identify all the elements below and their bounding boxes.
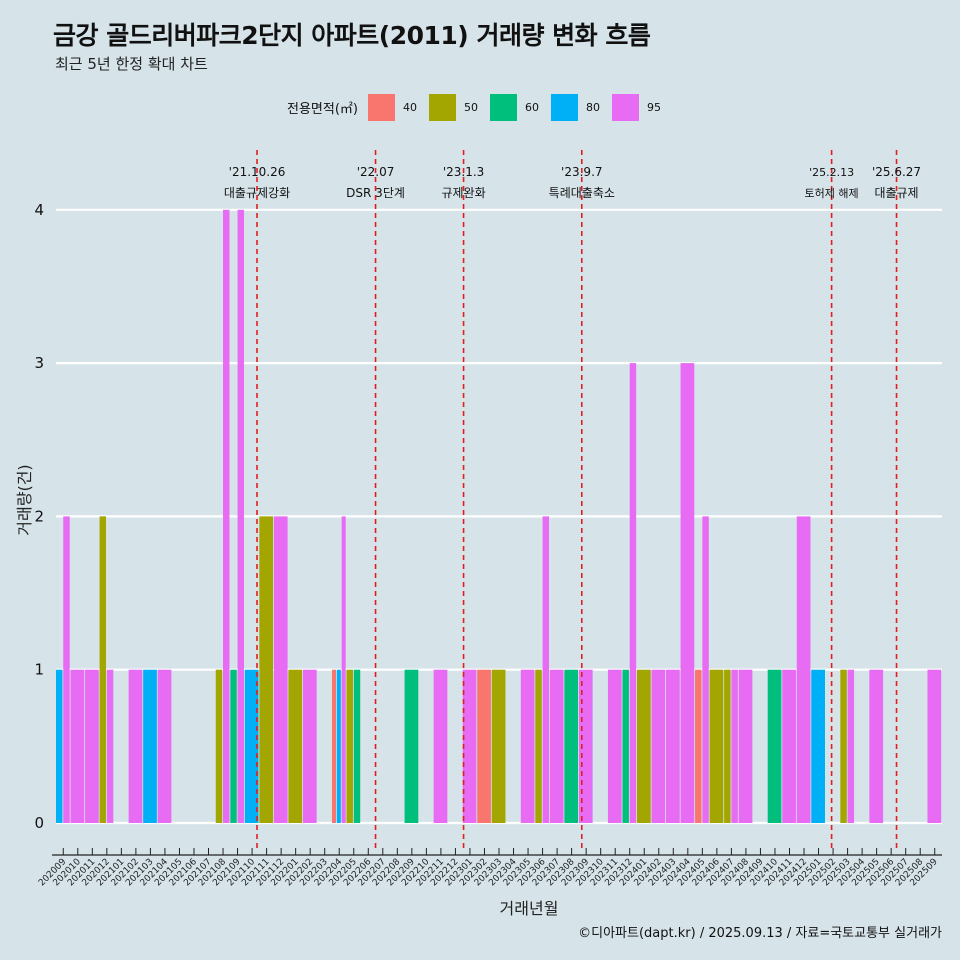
y-tick-label: 1 — [34, 661, 44, 679]
y-tick-label: 4 — [34, 201, 44, 219]
bar-202412-95 — [796, 516, 811, 823]
event-label: 토허제 해제 — [805, 186, 859, 200]
bar-202009-95 — [63, 516, 70, 823]
bar-202010-95 — [70, 669, 85, 823]
bar-202404-95 — [680, 363, 695, 823]
bar-202309-95 — [578, 669, 593, 823]
legend: 전용면적(㎡) 40 50 60 80 95 — [0, 93, 960, 121]
bar-202406-50 — [709, 669, 724, 823]
legend-swatch-50 — [428, 93, 456, 121]
bar-202104-95 — [157, 669, 172, 823]
bar-202103-80 — [143, 669, 157, 823]
legend-label-60: 60 — [524, 100, 539, 114]
bar-202302-40 — [477, 669, 491, 823]
bar-202202-95 — [302, 669, 317, 823]
bar-202405-40 — [695, 669, 702, 823]
legend-label-40: 40 — [402, 100, 417, 114]
event-date: '21.10.26 — [229, 165, 286, 179]
bar-202503-50 — [840, 669, 847, 823]
event-label: 대출규제강화 — [224, 186, 290, 200]
legend-title: 전용면적(㎡) — [287, 101, 358, 117]
chart-subtitle: 최근 5년 한정 확대 차트 — [55, 55, 208, 73]
bar-202108-50 — [215, 669, 223, 823]
legend-label-95: 95 — [646, 100, 661, 114]
event-label: DSR 3단계 — [346, 186, 405, 200]
legend-swatch-40 — [367, 93, 395, 121]
bar-202501-80 — [811, 669, 825, 823]
bar-202306-95 — [542, 516, 550, 823]
source-caption: ©디아파트(dapt.kr) / 2025.09.13 / 자료=국토교통부 실… — [578, 926, 942, 941]
x-axis-title: 거래년월 — [500, 899, 559, 918]
bar-202011-95 — [85, 669, 99, 823]
legend-item-80: 80 — [550, 93, 606, 121]
event-label: 대출규제 — [874, 186, 918, 200]
bar-202204-80 — [336, 669, 341, 823]
bar-202403-95 — [666, 669, 680, 823]
bar-202308-60 — [564, 669, 579, 823]
bar-202110-80 — [244, 669, 259, 823]
event-date: '25.6.27 — [872, 165, 921, 179]
bar-202102-95 — [128, 669, 143, 823]
y-tick-label: 3 — [34, 354, 44, 372]
bar-202410-60 — [767, 669, 782, 823]
event-label: 특례대출축소 — [549, 186, 615, 200]
bar-202303-50 — [491, 669, 506, 823]
legend-label-80: 80 — [585, 100, 600, 114]
event-date: '25.2.13 — [809, 166, 854, 179]
bar-202503-95 — [847, 669, 855, 823]
bar-202211-95 — [433, 669, 448, 823]
bar-202311-95 — [607, 669, 622, 823]
chart-title: 금강 골드리버파크2단지 아파트(2011) 거래량 변화 흐름 — [53, 21, 651, 50]
bar-202205-60 — [353, 669, 361, 823]
legend-label-50: 50 — [463, 100, 478, 114]
bar-202401-50 — [636, 669, 651, 823]
bar-202408-95 — [738, 669, 753, 823]
legend-item-50: 50 — [428, 93, 484, 121]
bar-202312-95 — [629, 363, 637, 823]
legend-item-60: 60 — [489, 93, 545, 121]
bar-202307-95 — [549, 669, 564, 823]
bar-202505-95 — [869, 669, 884, 823]
event-label: 규제완화 — [441, 186, 485, 200]
bar-202407-95 — [731, 669, 738, 823]
bar-202407-50 — [724, 669, 731, 823]
event-date: '23.9.7 — [561, 165, 602, 179]
bar-202204-95 — [341, 516, 346, 823]
y-tick-label: 2 — [34, 507, 44, 525]
bar-202112-95 — [273, 516, 288, 823]
bar-202509-95 — [927, 669, 942, 823]
bar-202204-40 — [331, 669, 337, 823]
legend-swatch-95 — [611, 93, 639, 121]
bar-202012-95 — [106, 669, 114, 823]
bar-202205-50 — [346, 669, 353, 823]
bar-202012-50 — [99, 516, 107, 823]
bar-202402-95 — [651, 669, 666, 823]
event-date: '22.07 — [357, 165, 395, 179]
bar-202405-95 — [702, 516, 709, 823]
legend-item-95: 95 — [611, 93, 667, 121]
bar-202111-50 — [259, 516, 274, 823]
legend-item-40: 40 — [367, 93, 423, 121]
y-axis-title: 거래량(건) — [15, 464, 34, 535]
bar-202411-95 — [782, 669, 796, 823]
bar-202109-60 — [230, 669, 237, 823]
bar-202301-95 — [462, 669, 477, 823]
bar-202201-50 — [288, 669, 303, 823]
bar-202306-50 — [535, 669, 542, 823]
y-tick-label: 0 — [34, 814, 44, 832]
bar-202312-60 — [622, 669, 629, 823]
legend-swatch-60 — [489, 93, 517, 121]
bar-202109-95 — [237, 209, 245, 824]
bar-202009-80 — [56, 669, 63, 823]
bar-202305-95 — [520, 669, 535, 823]
bar-202209-60 — [404, 669, 419, 823]
legend-swatch-80 — [550, 93, 578, 121]
bar-202108-95 — [223, 209, 230, 824]
event-date: '23.1.3 — [443, 165, 484, 179]
